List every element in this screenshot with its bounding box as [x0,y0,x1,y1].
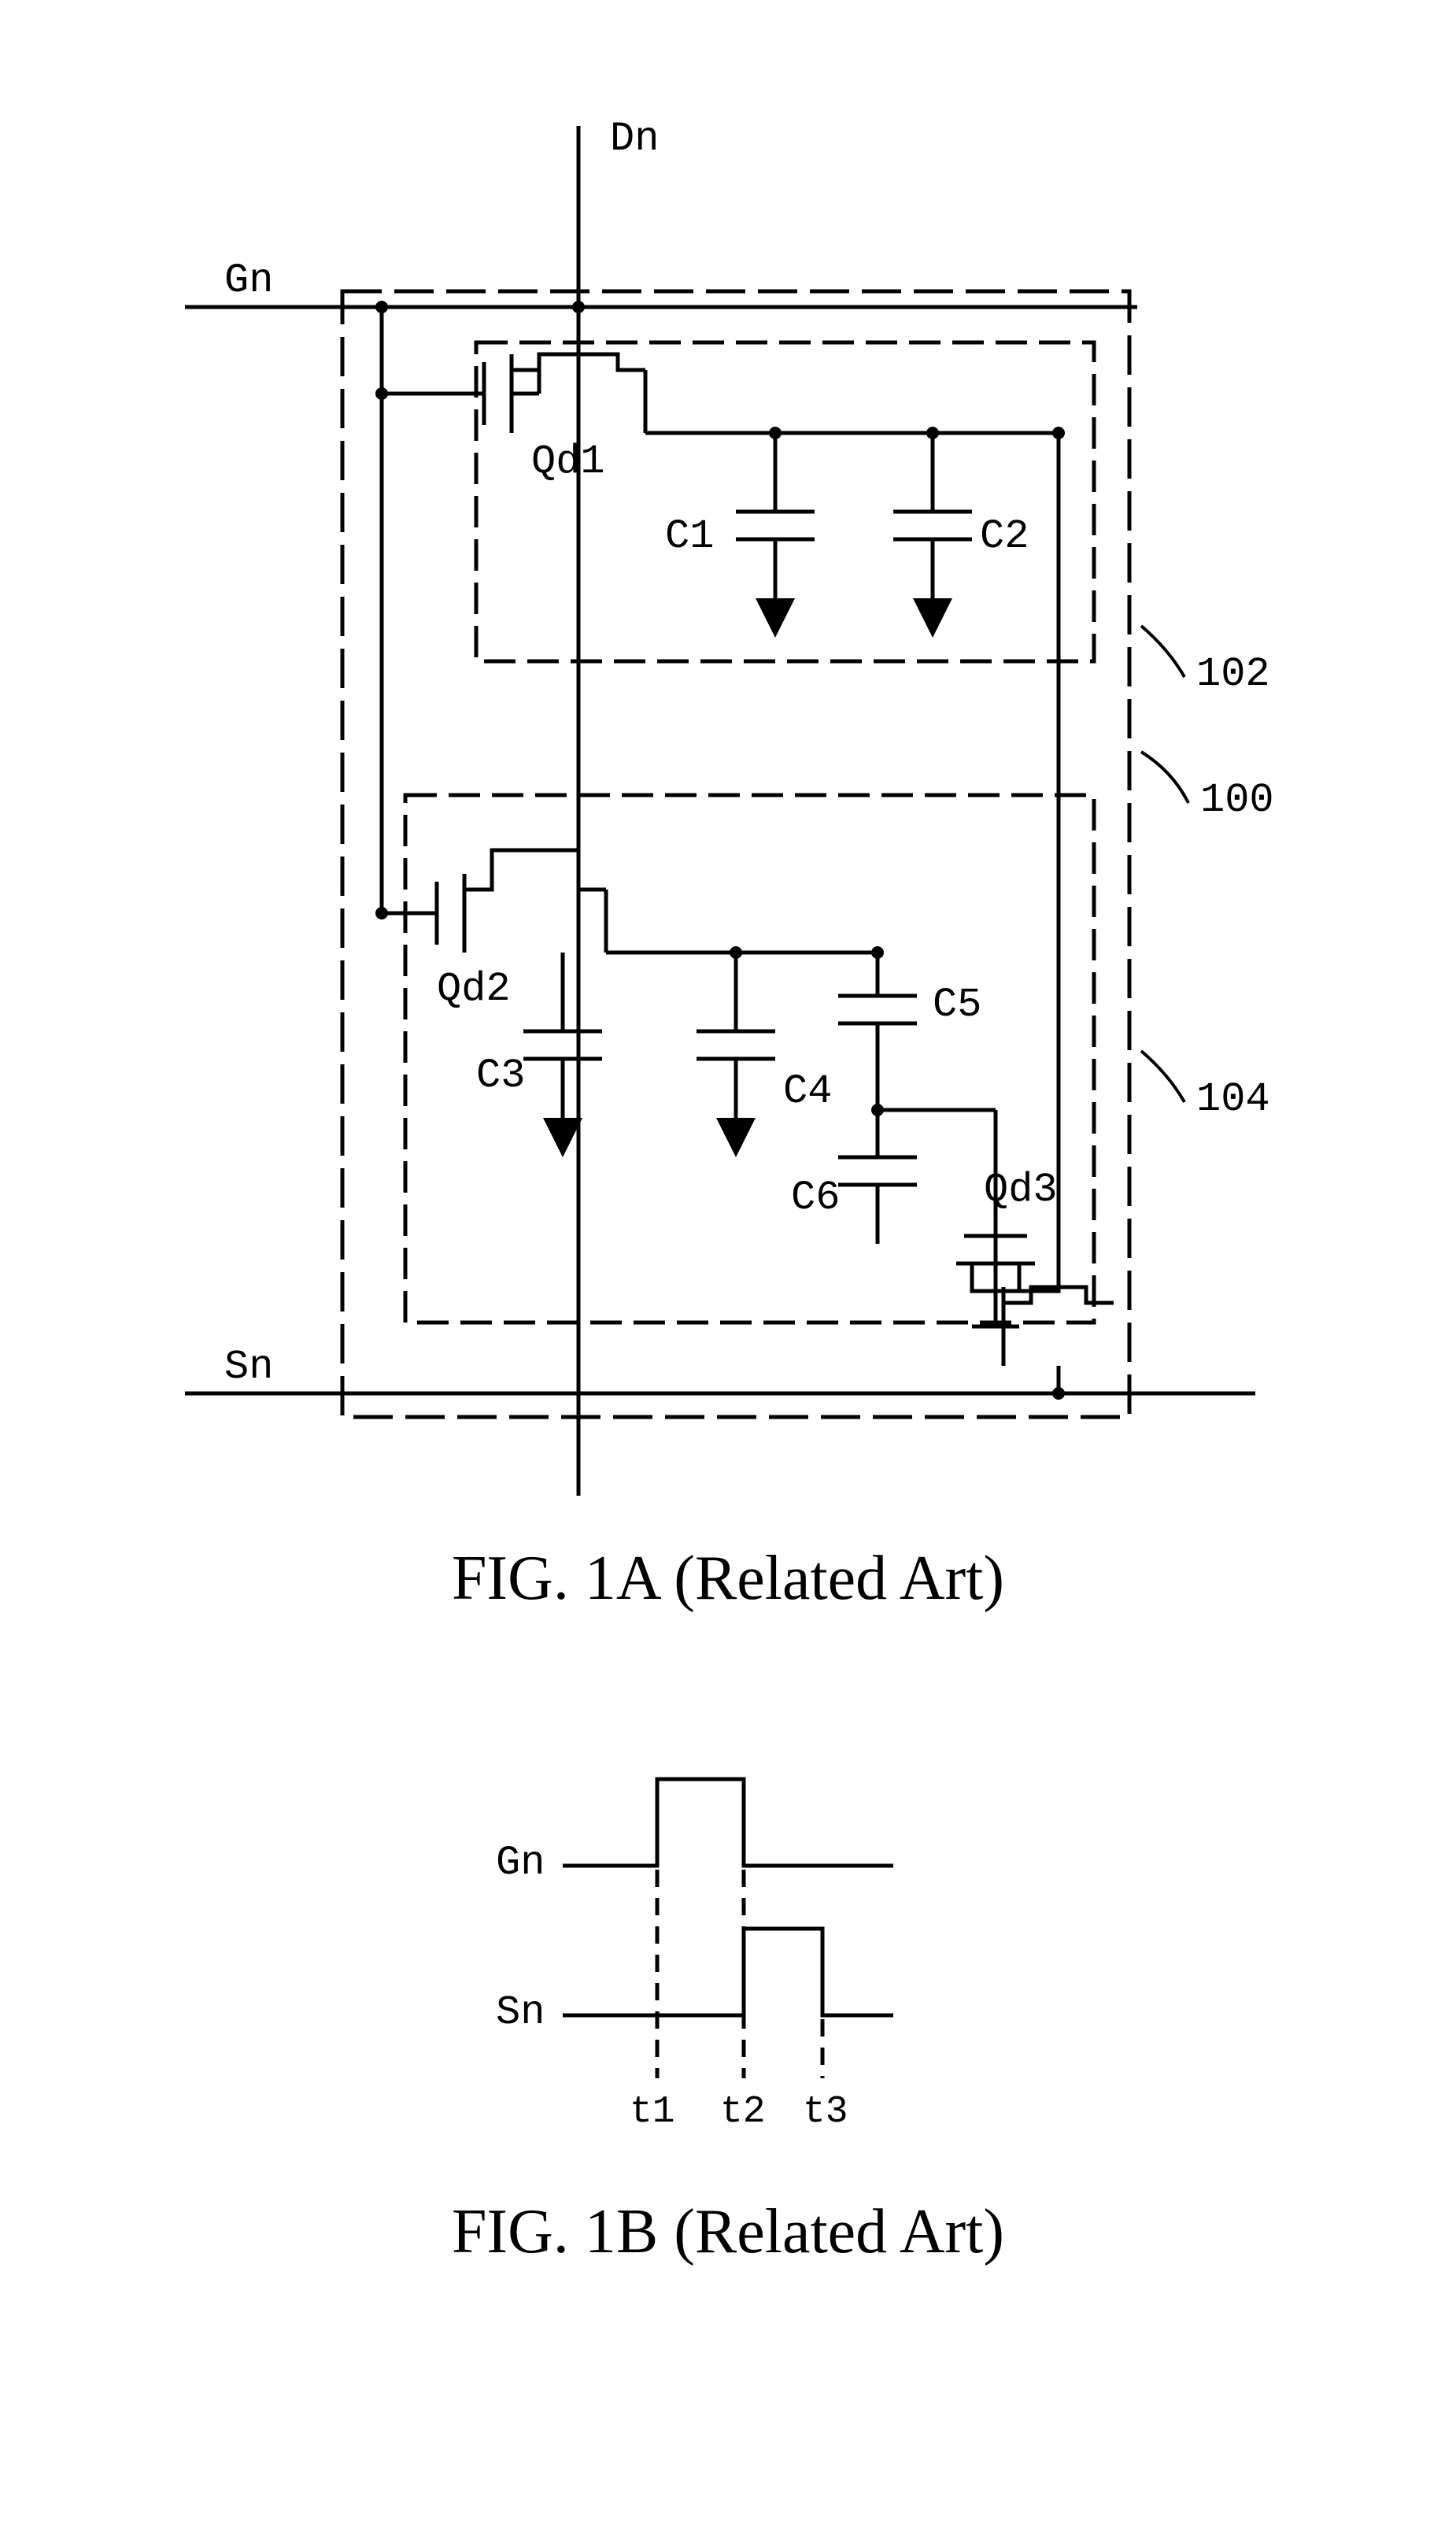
fig-1b-caption: FIG. 1B (Related Art) [0,2196,1456,2268]
ref-104-leader [1141,1051,1184,1102]
c2-arrow [913,598,952,638]
c2-label: C2 [980,513,1029,560]
figb-sn-label: Sn [496,1989,545,2036]
qd1-label: Qd1 [531,438,605,485]
ref-104-label: 104 [1196,1076,1270,1123]
page: Dn Gn Sn Qd1 Qd2 Qd3 C1 C2 C3 C4 C5 C6 1… [0,0,1456,2538]
gn-label: Gn [224,257,273,304]
figb-gn-label: Gn [496,1840,545,1886]
c1-arrow [756,598,795,638]
fig-1a-caption: FIG. 1A (Related Art) [0,1543,1456,1615]
ref-100-leader [1141,752,1188,803]
qd3-label: Qd3 [984,1167,1058,1213]
c5-label: C5 [933,982,981,1028]
c4-label: C4 [783,1068,832,1115]
t3-label: t3 [803,2091,848,2133]
fig-1b-svg: Gn Sn t1 t2 t3 [453,1748,1003,2157]
dn-label: Dn [610,116,659,162]
ref-100-label: 100 [1200,777,1274,823]
outer-dashed-box [342,291,1129,1417]
c1-label: C1 [665,513,714,560]
t2-label: t2 [720,2091,766,2133]
fig-1a-svg: Dn Gn Sn Qd1 Qd2 Qd3 C1 C2 C3 C4 C5 C6 1… [138,63,1318,1496]
ref-102-label: 102 [1196,651,1270,697]
gn-waveform [563,1779,893,1866]
c3-label: C3 [476,1053,525,1099]
sn-waveform [563,1929,893,2015]
ref-102-leader [1141,626,1184,677]
t1-label: t1 [630,2091,675,2133]
c4-arrow [716,1118,756,1157]
sn-label: Sn [224,1344,273,1390]
c6-label: C6 [791,1175,840,1221]
qd2-label: Qd2 [437,966,511,1012]
